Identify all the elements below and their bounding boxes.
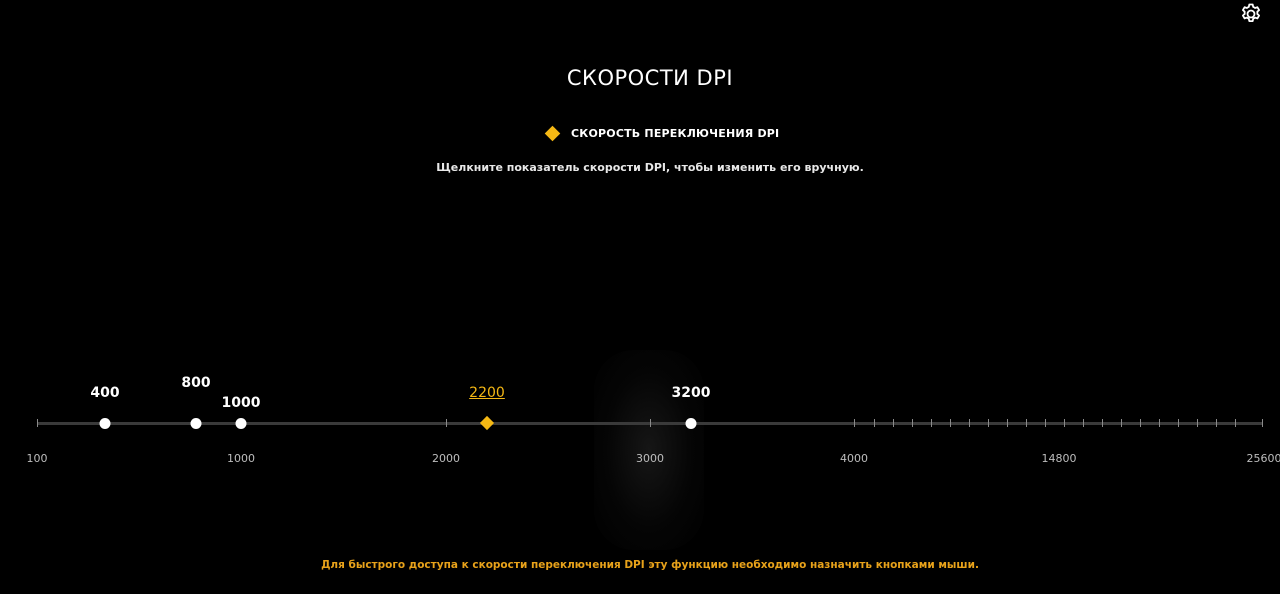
tick-mark <box>988 419 989 427</box>
tick-mark <box>1064 419 1065 427</box>
dpi-stage-marker[interactable] <box>99 418 111 429</box>
settings-button[interactable] <box>1239 2 1263 26</box>
tick-mark <box>1235 419 1236 427</box>
scale-label: 14800 <box>1041 452 1077 465</box>
dpi-stage-marker[interactable] <box>235 418 247 429</box>
tick-mark <box>1007 419 1008 427</box>
tick-mark <box>931 419 932 427</box>
scale-label: 2000 <box>432 452 460 465</box>
diamond-icon <box>544 125 561 142</box>
tick-mark <box>912 419 913 427</box>
scale-label: 100 <box>26 452 48 465</box>
tick-mark <box>650 419 651 427</box>
tick-mark <box>1140 419 1141 427</box>
tick-mark <box>874 419 875 427</box>
tick-mark <box>1121 419 1122 427</box>
dpi-stage-value[interactable]: 400 <box>90 385 120 401</box>
tick-mark <box>854 419 855 427</box>
tick-mark <box>446 419 447 427</box>
tick-mark <box>37 419 38 427</box>
dpi-switch-marker[interactable] <box>479 415 495 431</box>
tick-mark <box>1045 419 1046 427</box>
hint-text: Щелкните показатель скорости DPI, чтобы … <box>436 161 864 174</box>
tick-mark <box>1197 419 1198 427</box>
legend: СКОРОСТЬ ПЕРЕКЛЮЧЕНИЯ DPI <box>544 125 780 142</box>
dpi-stage-marker[interactable] <box>190 418 202 429</box>
gear-icon <box>1242 3 1260 22</box>
dpi-stage-value[interactable]: 3200 <box>671 385 711 401</box>
footer-note: Для быстрого доступа к скорости переключ… <box>321 559 979 571</box>
background-glow <box>594 350 704 550</box>
dpi-stage-value[interactable]: 800 <box>181 375 211 391</box>
dpi-stage-value[interactable]: 1000 <box>221 395 261 411</box>
legend-label: СКОРОСТЬ ПЕРЕКЛЮЧЕНИЯ DPI <box>571 127 780 140</box>
scale-label: 3000 <box>636 452 664 465</box>
tick-mark <box>1159 419 1160 427</box>
tick-mark <box>1262 419 1263 427</box>
tick-mark <box>1178 419 1179 427</box>
tick-mark <box>1102 419 1103 427</box>
dpi-stage-marker[interactable] <box>685 418 697 429</box>
scale-label: 4000 <box>840 452 868 465</box>
tick-mark <box>1026 419 1027 427</box>
tick-mark <box>1216 419 1217 427</box>
scale-label: 1000 <box>227 452 255 465</box>
tick-mark <box>950 419 951 427</box>
tick-mark <box>1083 419 1084 427</box>
dpi-switch-value[interactable]: 2200 <box>469 385 505 401</box>
scale-label: 25600 <box>1246 452 1280 465</box>
tick-mark <box>893 419 894 427</box>
tick-mark <box>969 419 970 427</box>
page-title: СКОРОСТИ DPI <box>566 66 734 90</box>
